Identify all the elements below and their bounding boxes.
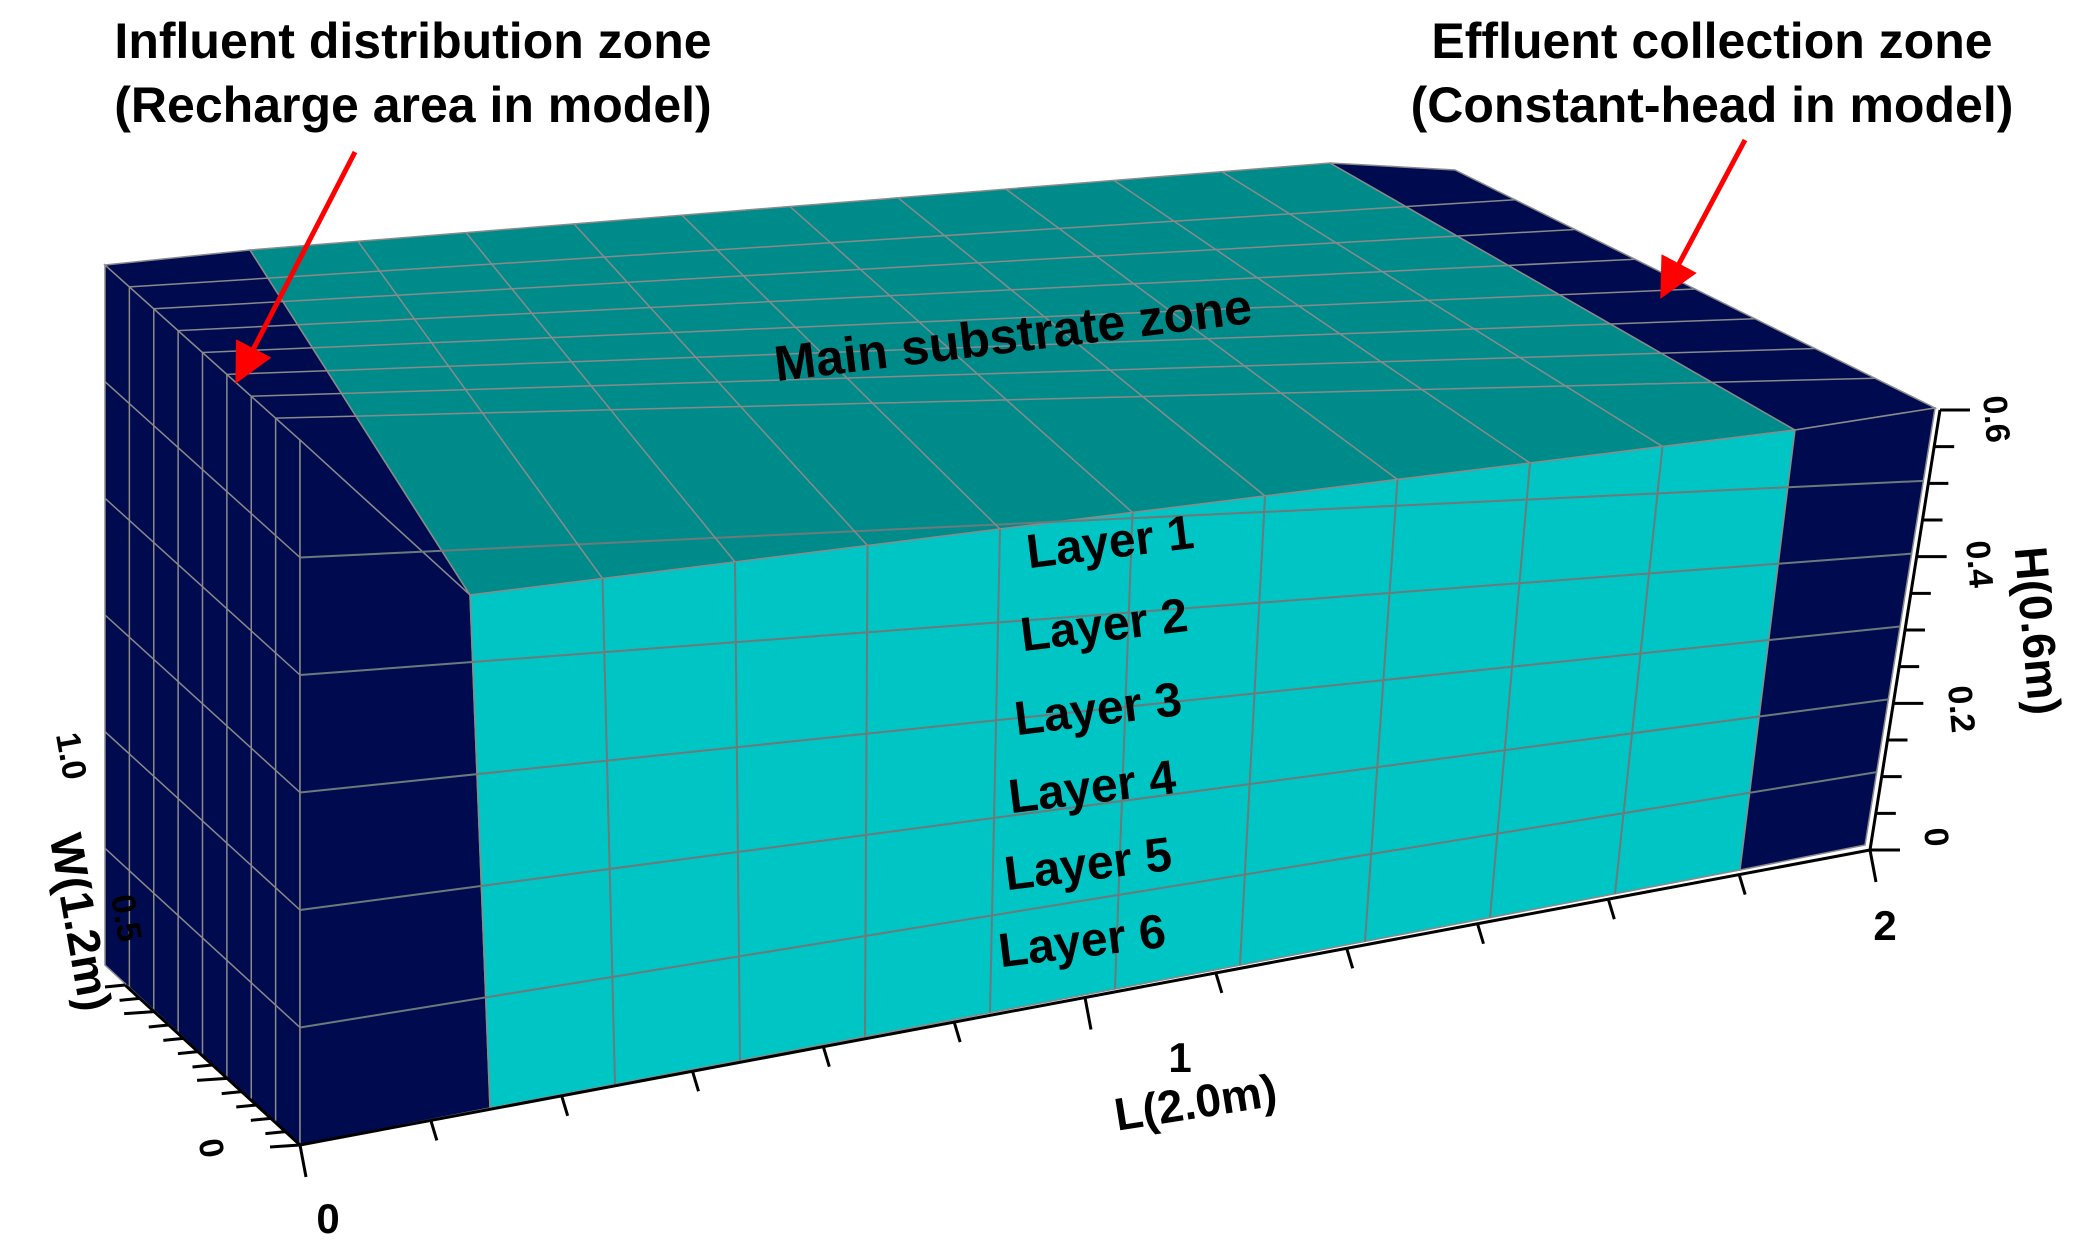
width-axis-tick <box>104 983 126 989</box>
width-axis-tick <box>250 1116 271 1122</box>
width-axis-tick <box>269 1143 301 1149</box>
length-axis-tick <box>560 1095 570 1117</box>
length-axis-title: L(2.0m) <box>1111 1064 1281 1141</box>
height-tick-0: 0 <box>1916 826 1956 848</box>
length-axis-tick <box>1083 997 1093 1030</box>
width-axis-tick <box>124 1010 155 1016</box>
top-column-line <box>789 205 1133 514</box>
front-column-line <box>601 578 616 1085</box>
top-column-line <box>1113 179 1531 464</box>
effluent-callout-subtitle: (Constant-head in model) <box>1411 77 2014 133</box>
width-tick-0: 0 <box>190 1135 231 1160</box>
top-row-line <box>178 258 1636 332</box>
effluent-callout-title: Effluent collection zone <box>1431 13 1992 69</box>
height-tick-0-4: 0.4 <box>1958 539 2000 589</box>
top-column-line <box>573 223 869 547</box>
front-column-line <box>864 545 869 1037</box>
front-layer-line <box>299 771 1877 1029</box>
length-axis-line <box>299 848 1871 1147</box>
top-row-line <box>251 347 1816 397</box>
top-column-line <box>1221 171 1663 448</box>
top-row-line <box>202 288 1696 354</box>
front-column-line <box>1614 446 1664 894</box>
front-layer-line <box>299 479 1924 559</box>
front-column-line <box>1364 479 1399 942</box>
front-layer-line <box>299 552 1912 676</box>
front-column-line <box>1114 512 1134 990</box>
width-axis-tick <box>196 1076 228 1082</box>
length-axis-tick <box>429 1119 439 1141</box>
axis-lines <box>123 409 1942 1147</box>
front-column-line <box>734 561 741 1061</box>
front-layer-line <box>299 625 1901 794</box>
length-axis-tick <box>1737 874 1747 896</box>
callouts: Influent distribution zone (Recharge are… <box>114 13 2014 384</box>
front-column-line <box>1239 495 1266 966</box>
top-column-line <box>1005 188 1398 481</box>
length-tick-0: 0 <box>316 1195 339 1242</box>
width-axis-tick <box>119 996 140 1002</box>
width-axis-tick <box>236 1103 257 1109</box>
length-axis-tick <box>298 1144 308 1178</box>
width-tick-0-5: 0.5 <box>103 892 149 945</box>
length-axis-tick <box>821 1046 831 1068</box>
length-tick-2: 2 <box>1873 902 1896 949</box>
top-row-line <box>129 199 1516 288</box>
height-tick-labels: 0 0.2 0.4 0.6 <box>1916 394 2017 848</box>
height-axis-title: H(0.6m) <box>2005 544 2072 717</box>
top-row-line <box>275 377 1876 419</box>
grid-lines <box>104 171 1924 1123</box>
width-axis-tick <box>148 1023 169 1029</box>
effluent-arrow <box>1660 138 1748 299</box>
influent-callout-title: Influent distribution zone <box>114 13 711 69</box>
length-axis-tick <box>952 1021 962 1043</box>
length-tick-1: 1 <box>1168 1034 1191 1081</box>
length-axis-tick <box>1606 898 1616 920</box>
front-column-line <box>989 528 1001 1013</box>
axis-ticks <box>104 408 1970 1178</box>
top-row-line <box>226 318 1756 376</box>
length-axis-tick <box>1214 972 1224 994</box>
top-column-line <box>681 214 1001 530</box>
height-tick-0-2: 0.2 <box>1940 684 1982 734</box>
top-column-line <box>465 232 736 563</box>
height-axis-line <box>1868 409 1942 851</box>
top-column-line <box>897 197 1266 497</box>
influent-callout-subtitle: (Recharge area in model) <box>114 77 711 133</box>
width-axis-tick <box>192 1063 213 1069</box>
width-axis-tick <box>163 1036 184 1042</box>
height-tick-0-6: 0.6 <box>1975 394 2017 444</box>
length-axis-tick <box>1345 947 1355 969</box>
length-axis-tick <box>1476 923 1485 945</box>
width-axis-tick <box>265 1130 286 1136</box>
width-tick-1-0: 1.0 <box>48 730 94 783</box>
front-layer-line <box>299 698 1889 911</box>
width-axis-tick <box>221 1090 242 1096</box>
width-axis-line <box>123 983 302 1147</box>
width-axis-tick <box>177 1050 199 1056</box>
length-tick-labels: 0 1 2 <box>316 902 1896 1242</box>
top-column-line <box>357 240 604 579</box>
top-row-line <box>153 228 1576 310</box>
effluent-zone-front <box>1739 407 1936 871</box>
length-axis-tick <box>691 1070 700 1092</box>
front-column-line <box>1489 462 1531 918</box>
influent-arrow <box>235 150 358 384</box>
length-axis-tick <box>1868 849 1878 883</box>
